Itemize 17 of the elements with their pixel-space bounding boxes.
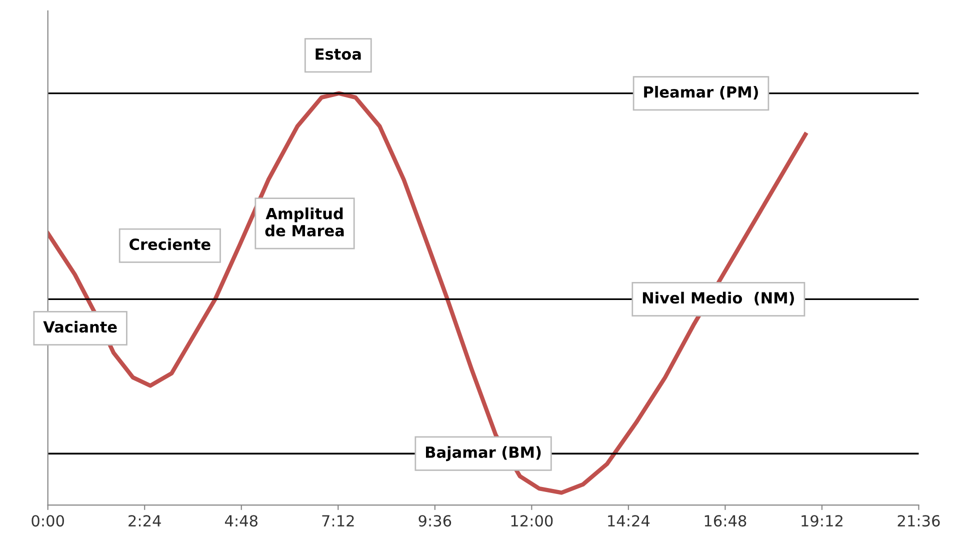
x-tick-label: 4:48	[224, 515, 258, 527]
ref-line-label: Bajamar (BM)	[426, 446, 541, 462]
x-tick-label: 19:12	[802, 515, 842, 527]
ref-line-label: Nivel Medio (NM)	[642, 292, 794, 306]
x-tick-label: 21:36	[898, 515, 940, 527]
x-tick-label: 14:24	[608, 515, 650, 526]
annotation: Amplitud de Marea	[265, 207, 344, 236]
annotation: Creciente	[130, 238, 210, 250]
x-tick-label: 0:00	[32, 515, 64, 527]
x-tick-label: 7:12	[322, 515, 354, 526]
x-tick-label: 2:24	[128, 515, 161, 526]
x-tick-label: 16:48	[704, 515, 746, 527]
annotation: Vaciante	[43, 320, 117, 333]
x-tick-label: 9:36	[418, 515, 452, 527]
x-tick-label: 12:00	[511, 515, 553, 527]
ref-line-label: Pleamar (PM)	[644, 86, 758, 100]
annotation: Estoa	[316, 48, 361, 60]
